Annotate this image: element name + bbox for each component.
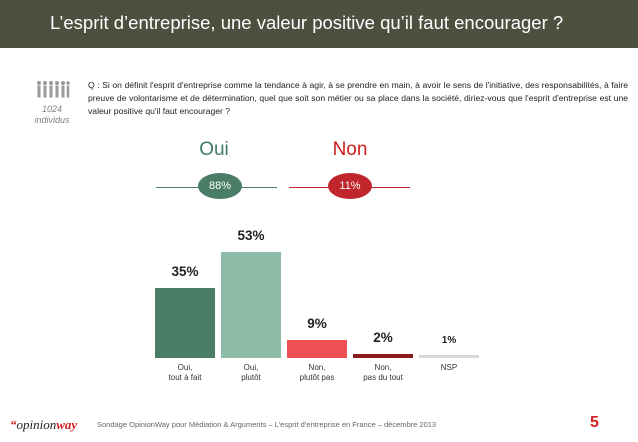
category-label-0-0: Oui, (178, 363, 193, 372)
bar-1 (221, 252, 281, 358)
category-label-0-1: tout à fait (169, 373, 203, 382)
respondent-number: 1024 (41, 104, 63, 114)
survey-question: Q : Si on définit l'esprit d'entreprise … (88, 80, 628, 116)
title-bar: L’esprit d’entreprise, une valeur positi… (0, 0, 638, 48)
bar-value-label-1: 53% (237, 228, 264, 243)
page-title: L’esprit d’entreprise, une valeur positi… (50, 12, 564, 33)
respondent-unit: individus (34, 115, 70, 125)
category-label-1-0: Oui, (244, 363, 259, 372)
respondent-count: 1024 individus (28, 104, 76, 126)
category-label-3-1: pas du tout (363, 373, 403, 382)
bar-value-label-4: 1% (442, 335, 457, 346)
non-total-badge: 11% (328, 173, 372, 199)
category-label-3-0: Non, (375, 363, 392, 372)
opinionway-logo: “opinionway (10, 417, 78, 432)
category-label-4-0: NSP (441, 363, 457, 372)
category-label-2-1: plutôt pas (300, 373, 335, 382)
bar-2 (287, 340, 347, 358)
source-note: Sondage OpinionWay pour Médiation & Argu… (97, 420, 437, 429)
bar-0 (155, 288, 215, 358)
bar-3 (353, 354, 413, 358)
bar-4 (419, 355, 479, 358)
bar-value-label-3: 2% (373, 330, 393, 345)
category-label-1-1: plutôt (241, 373, 261, 382)
oui-total-badge: 88% (198, 173, 242, 199)
oui-group-label: Oui (199, 139, 229, 160)
non-group-label: Non (332, 139, 368, 160)
page-number: 5 (590, 414, 599, 431)
bar-value-label-0: 35% (171, 264, 198, 279)
bar-value-label-2: 9% (307, 316, 327, 331)
people-icon (37, 81, 70, 98)
category-label-2-0: Non, (309, 363, 326, 372)
